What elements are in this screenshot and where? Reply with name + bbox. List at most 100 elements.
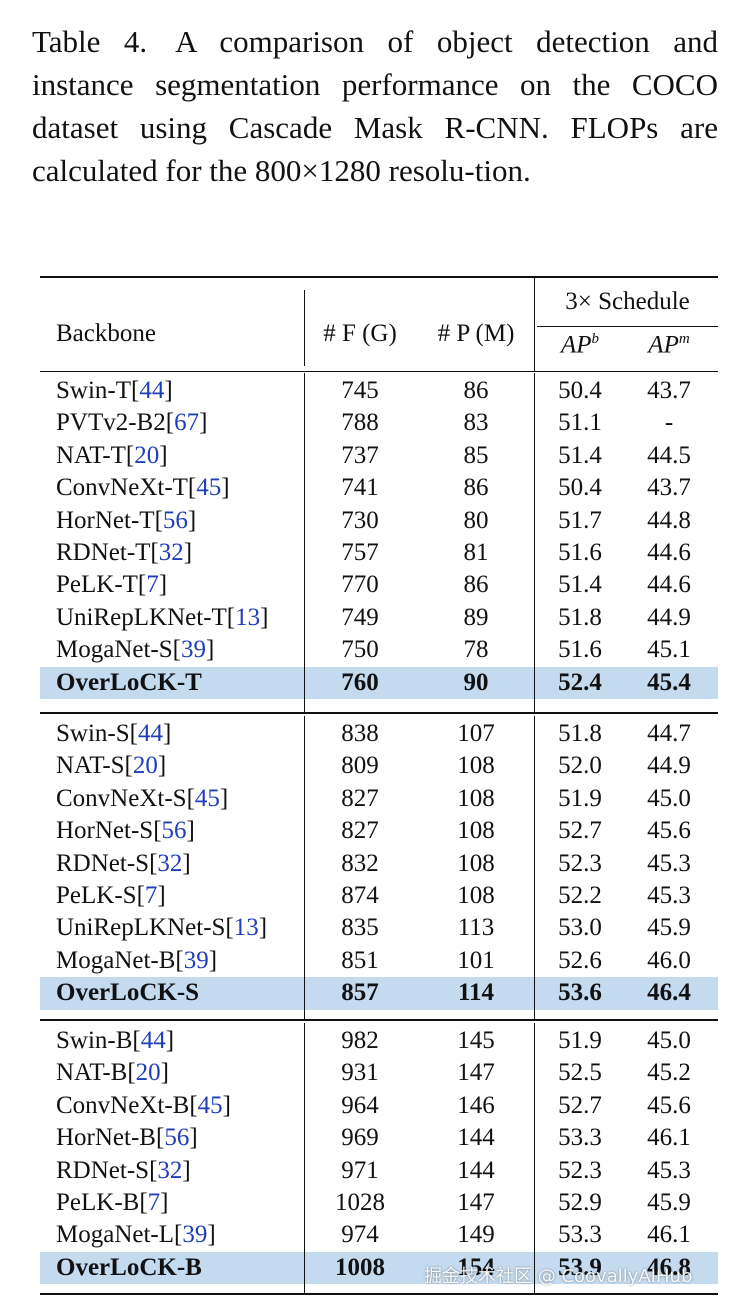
citation-link[interactable]: 13 <box>233 914 259 942</box>
apb-cell: 52.7 <box>558 817 602 845</box>
flops-cell: 730 <box>341 506 379 534</box>
params-cell: 83 <box>463 409 489 437</box>
citation-link[interactable]: 44 <box>139 377 165 404</box>
params-cell: 101 <box>457 946 495 974</box>
flops-cell: 969 <box>341 1124 379 1152</box>
citation-link[interactable]: 32 <box>158 539 184 566</box>
citation-link[interactable]: 32 <box>157 849 183 877</box>
backbone-cell: Swin-B[44] <box>56 1027 175 1054</box>
citation-link[interactable]: 20 <box>135 1059 161 1087</box>
citation-link[interactable]: 56 <box>161 817 187 845</box>
table-row: ConvNeXt-S[45] 827 108 51.9 45.0 <box>40 783 718 815</box>
params-cell: 154 <box>457 1253 495 1281</box>
apm-cell: 44.9 <box>647 603 691 631</box>
citation-link[interactable]: 39 <box>183 946 209 974</box>
backbone-cell: OverLoCK-S <box>56 979 200 1007</box>
apm-cell: 45.4 <box>647 668 691 696</box>
apb-cell: 51.4 <box>558 441 602 469</box>
apb-cell: 53.3 <box>558 1124 602 1152</box>
citation-link[interactable]: 20 <box>132 752 158 780</box>
table-row: RDNet-T[32] 757 81 51.6 44.6 <box>40 537 718 569</box>
apb-cell: 53.6 <box>558 979 602 1007</box>
citation-link[interactable]: 7 <box>144 882 158 909</box>
backbone-cell: HorNet-T[56] <box>56 506 197 534</box>
apb-cell: 53.0 <box>558 914 602 942</box>
citation-link[interactable]: 39 <box>182 1221 208 1249</box>
flops-cell: 757 <box>341 539 379 566</box>
citation-link[interactable]: 56 <box>162 506 188 534</box>
table-row: PeLK-S[7] 874 108 52.2 45.3 <box>40 880 718 912</box>
params-cell: 108 <box>457 784 495 812</box>
apb-cell: 51.6 <box>558 636 602 664</box>
flops-cell: 827 <box>341 784 379 812</box>
flops-cell: 857 <box>341 979 379 1007</box>
flops-cell: 835 <box>341 914 379 942</box>
header-rule <box>40 371 718 372</box>
params-cell: 147 <box>457 1059 495 1087</box>
citation-link[interactable]: 13 <box>235 603 261 631</box>
table-row: Swin-S[44] 838 107 51.8 44.7 <box>40 718 718 750</box>
apb-cell: 51.4 <box>558 571 602 599</box>
table-row: NAT-T[20] 737 85 51.4 44.5 <box>40 440 718 472</box>
backbone-cell: UniRepLKNet-T[13] <box>56 603 269 631</box>
citation-link[interactable]: 44 <box>137 720 163 747</box>
header-backbone: Backbone <box>56 320 156 347</box>
flops-cell: 749 <box>341 603 379 631</box>
citation-link[interactable]: 7 <box>146 571 159 599</box>
params-cell: 144 <box>457 1156 495 1184</box>
citation-link[interactable]: 67 <box>174 409 200 437</box>
apb-cell: 53.9 <box>558 1253 602 1281</box>
table-row: HorNet-S[56] 827 108 52.7 45.6 <box>40 815 718 847</box>
group-rule <box>40 712 718 714</box>
flops-cell: 838 <box>341 720 379 747</box>
flops-cell: 737 <box>341 441 379 469</box>
citation-link[interactable]: 56 <box>164 1124 190 1152</box>
citation-link[interactable]: 45 <box>197 1091 223 1119</box>
apm-cell: 45.1 <box>647 636 691 664</box>
schedule-rule <box>537 326 718 327</box>
bottom-rule <box>40 1293 718 1295</box>
header-divider-left <box>304 290 305 366</box>
table-row: PeLK-T[7] 770 86 51.4 44.6 <box>40 569 718 601</box>
params-cell: 81 <box>463 539 489 566</box>
apb-cell: 52.3 <box>558 849 602 877</box>
apb-cell: 52.0 <box>558 752 602 780</box>
flops-cell: 964 <box>341 1091 379 1119</box>
citation-link[interactable]: 45 <box>194 784 220 812</box>
citation-link[interactable]: 45 <box>196 474 222 502</box>
flops-cell: 832 <box>341 849 379 877</box>
apm-cell: 46.4 <box>647 979 691 1007</box>
table-row: ConvNeXt-T[45] 741 86 50.4 43.7 <box>40 472 718 504</box>
flops-cell: 741 <box>341 474 379 502</box>
apm-cell: 43.7 <box>647 377 691 404</box>
citation-link[interactable]: 32 <box>157 1156 183 1184</box>
highlighted-row: OverLoCK-S 857 114 53.6 46.4 <box>40 977 718 1010</box>
flops-cell: 1008 <box>335 1253 385 1281</box>
apb-cell: 51.9 <box>558 784 602 812</box>
citation-link[interactable]: 39 <box>180 636 206 664</box>
citation-link[interactable]: 7 <box>147 1189 161 1216</box>
params-cell: 113 <box>457 914 495 942</box>
apm-cell: 45.3 <box>647 882 691 909</box>
backbone-cell: PeLK-S[7] <box>56 882 166 909</box>
apm-cell: 46.0 <box>647 946 691 974</box>
params-cell: 108 <box>457 752 495 780</box>
table-row: ConvNeXt-B[45] 964 146 52.7 45.6 <box>40 1090 718 1122</box>
params-cell: 108 <box>457 849 495 877</box>
apm-cell: 44.5 <box>647 441 691 469</box>
backbone-cell: Swin-S[44] <box>56 720 172 747</box>
apm-cell: 44.8 <box>647 506 691 534</box>
apb-cell: 51.8 <box>558 603 602 631</box>
watermark: 掘金技术社区 @ CoovallyAIHub <box>424 1266 693 1287</box>
header-apm: APm <box>648 331 690 359</box>
backbone-cell: RDNet-T[32] <box>56 539 193 566</box>
params-cell: 90 <box>463 668 489 696</box>
apb-cell: 52.3 <box>558 1156 602 1184</box>
apb-cell: 50.4 <box>558 377 602 404</box>
backbone-cell: RDNet-S[32] <box>56 849 191 877</box>
citation-link[interactable]: 44 <box>140 1027 166 1054</box>
params-cell: 80 <box>463 506 489 534</box>
table-row: MogaNet-B[39] 851 101 52.6 46.0 <box>40 945 718 977</box>
table-row: NAT-S[20] 809 108 52.0 44.9 <box>40 750 718 782</box>
citation-link[interactable]: 20 <box>134 441 160 469</box>
